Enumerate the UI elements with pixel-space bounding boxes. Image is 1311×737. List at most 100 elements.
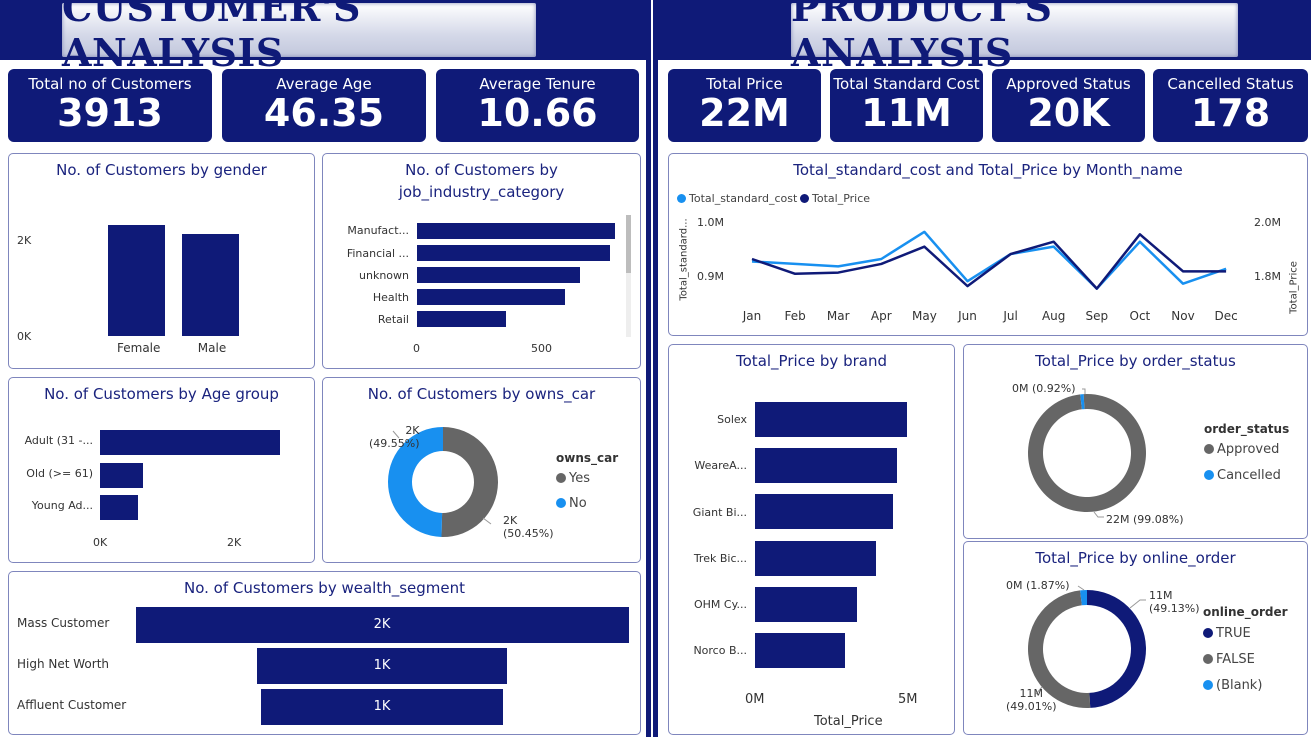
kpi-total-customers[interactable]: Total no of Customers 3913 [8, 69, 212, 142]
bar-job-category[interactable] [417, 289, 566, 305]
kpi-total-price[interactable]: Total Price 22M [668, 69, 821, 142]
kpi-average-age[interactable]: Average Age 46.35 [222, 69, 426, 142]
legend-item-standard-cost[interactable]: Total_standard_cost [677, 192, 797, 205]
funnel-bar-wealth[interactable] [260, 689, 504, 725]
bar-male[interactable] [182, 234, 239, 336]
y-tick-label: WeareA... [694, 459, 747, 472]
leader-line-no [392, 430, 400, 439]
leader-line-yes [482, 517, 492, 525]
data-label-value: 11M [1019, 687, 1044, 700]
donut-slice-true[interactable] [1087, 590, 1146, 708]
chart-customers-by-gender[interactable]: No. of Customers by gender 2K 0K Female … [8, 153, 315, 369]
chart-total-price-by-online-order[interactable]: Total_Price by online_order 0M (1.87%) 1… [963, 541, 1308, 735]
bar-job-category[interactable] [417, 267, 581, 283]
data-label-value: 2K [405, 424, 420, 437]
x-tick-label: Feb [784, 309, 806, 323]
funnel-bar-wealth[interactable] [256, 648, 508, 684]
legend-item-total-price[interactable]: Total_Price [800, 192, 870, 205]
x-tick-label: 5M [898, 692, 918, 707]
data-label-percent: (49.55%) [369, 437, 420, 450]
bar-brand[interactable] [755, 448, 897, 484]
y-tick-label: Trek Bic... [693, 552, 747, 565]
chart-cost-and-price-by-month[interactable]: Total_standard_cost and Total_Price by M… [668, 153, 1308, 336]
line-series-total-price[interactable] [751, 233, 1227, 290]
donut-slice-yes[interactable] [441, 427, 499, 537]
bar-brand[interactable] [755, 402, 908, 437]
y-tick-left: 0.9M [697, 270, 724, 283]
y-tick-label: OHM Cy... [693, 598, 747, 611]
bar-brand[interactable] [755, 586, 858, 622]
chart-total-price-by-order-status[interactable]: Total_Price by order_status 0M (0.92%) 2… [963, 344, 1308, 539]
bar-job-category[interactable] [417, 223, 615, 239]
donut-slice-no[interactable] [388, 427, 443, 537]
donut-order-status[interactable] [964, 345, 1307, 538]
kpi-total-standard-cost[interactable]: Total Standard Cost 11M [830, 69, 983, 142]
chart-title: No. of Customers by wealth_segment [183, 579, 466, 597]
legend-item-true[interactable]: TRUE [1203, 626, 1251, 641]
legend-item-false[interactable]: FALSE [1203, 652, 1255, 667]
data-label-false: 11M (49.01%) [1006, 687, 1057, 713]
donut-owns-car[interactable] [323, 378, 640, 562]
legend-dot-icon [1204, 470, 1214, 480]
donut-online-order[interactable] [964, 542, 1307, 734]
x-tick-label: Jun [958, 309, 977, 323]
kpi-label: Approved Status [1006, 75, 1131, 93]
data-label-no: 2K (49.55%) [369, 424, 420, 450]
chart-customers-by-job-industry[interactable]: No. of Customers by job_industry_categor… [322, 153, 641, 369]
legend-label: Cancelled [1217, 468, 1281, 483]
bar-brand[interactable] [755, 540, 877, 576]
legend-item-no[interactable]: No [556, 496, 587, 511]
funnel-bar-wealth[interactable] [135, 607, 629, 643]
bar-brand[interactable] [755, 494, 894, 530]
y-tick-right: 2.0M [1254, 216, 1281, 229]
line-series-total-standard-cost[interactable] [751, 230, 1227, 290]
legend-dot-icon [800, 194, 809, 203]
kpi-value: 46.35 [263, 91, 385, 135]
chart-title: Total_Price by online_order [1035, 549, 1236, 567]
kpi-approved-status[interactable]: Approved Status 20K [992, 69, 1145, 142]
bar-brand[interactable] [755, 633, 845, 668]
data-label-approved: 22M (99.08%) [1106, 513, 1184, 526]
bar-data-label: 1K [373, 699, 391, 714]
legend-label: Approved [1217, 442, 1280, 457]
customer-analysis-title: CUSTOMER'S ANALYSIS [62, 0, 536, 75]
kpi-label: Total Price [706, 75, 783, 93]
legend-item-yes[interactable]: Yes [556, 471, 590, 486]
legend-label: FALSE [1216, 652, 1255, 667]
x-axis-label: Total_Price [814, 714, 883, 729]
donut-slice-blank[interactable] [1080, 590, 1087, 606]
section-divider-right [653, 0, 658, 737]
legend-dot-icon [556, 473, 566, 483]
kpi-value: 10.66 [477, 91, 598, 135]
x-tick-label: Sep [1085, 309, 1109, 323]
chart-customers-by-owns-car[interactable]: No. of Customers by owns_car 2K (49.55%)… [322, 377, 641, 563]
chart-total-price-by-brand[interactable]: Total_Price by brand Solex WeareA... Gia… [668, 344, 955, 735]
donut-slice-cancelled[interactable] [1080, 394, 1085, 410]
x-tick-label: Nov [1171, 309, 1195, 323]
leader-line-true [1129, 599, 1146, 609]
chart-customers-by-age-group[interactable]: No. of Customers by Age group Adult (31 … [8, 377, 315, 563]
legend-dot-icon [556, 498, 566, 508]
bar-age-group[interactable] [100, 495, 138, 520]
scrollbar-thumb[interactable] [626, 215, 631, 273]
scrollbar-track[interactable] [626, 215, 631, 337]
kpi-cancelled-status[interactable]: Cancelled Status 178 [1153, 69, 1308, 142]
chart-customers-by-wealth-segment[interactable]: No. of Customers by wealth_segment Mass … [8, 571, 641, 735]
legend-item-blank[interactable]: (Blank) [1203, 678, 1262, 693]
bar-age-group[interactable] [100, 430, 281, 455]
bar-data-label: 2K [373, 617, 391, 632]
kpi-average-tenure[interactable]: Average Tenure 10.66 [436, 69, 639, 142]
legend-item-approved[interactable]: Approved [1204, 442, 1279, 457]
donut-slice-false[interactable] [1028, 590, 1091, 708]
x-tick-label: 2K [227, 536, 242, 549]
bar-job-category[interactable] [417, 245, 610, 261]
bar-female[interactable] [108, 225, 165, 336]
bar-age-group[interactable] [100, 462, 143, 488]
donut-slice-approved[interactable] [1028, 394, 1146, 512]
y-tick-label: Financial ... [346, 247, 409, 260]
bar-job-category[interactable] [417, 311, 507, 327]
legend-title: order_status [1204, 422, 1290, 436]
legend-item-cancelled[interactable]: Cancelled [1204, 468, 1281, 483]
kpi-label: Total Standard Cost [833, 75, 980, 93]
line-plot-area[interactable] [669, 154, 1307, 335]
